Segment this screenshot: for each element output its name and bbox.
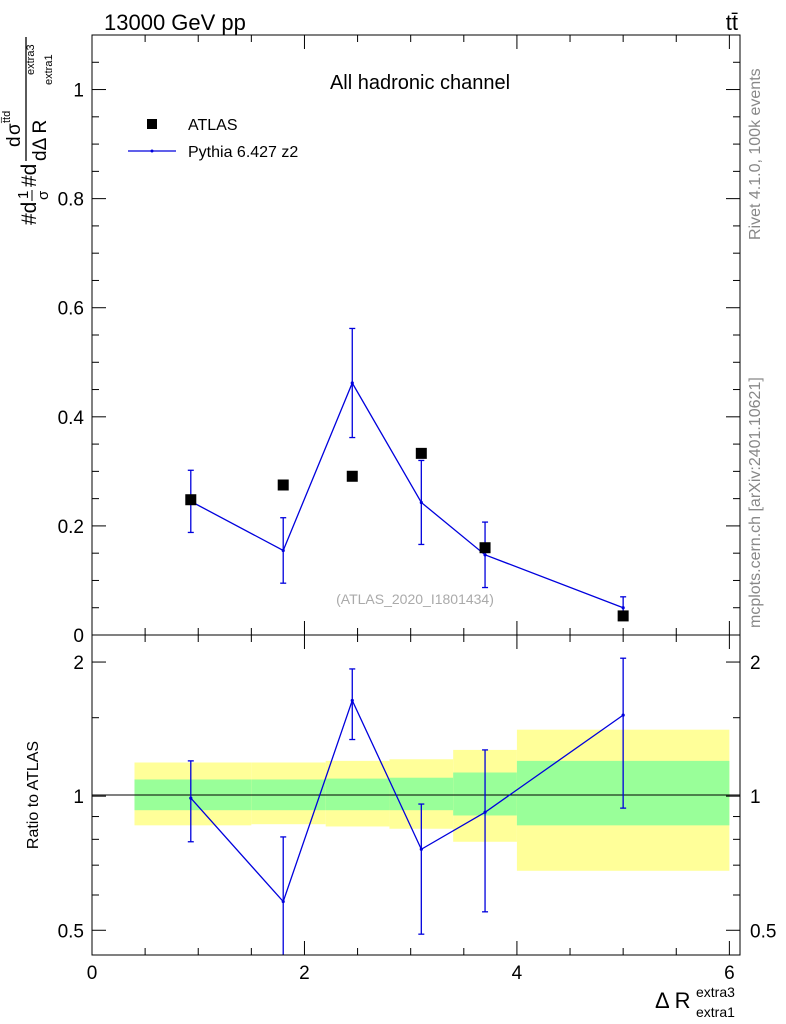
- ylabel-one: 1: [15, 191, 32, 199]
- ylabel-hash-d: #d: [18, 202, 41, 225]
- ylabel-hash-d2: #d: [18, 164, 41, 187]
- legend-atlas-label: ATLAS: [188, 117, 238, 134]
- atlas-point: [617, 610, 629, 622]
- ratio-mc-line: [190, 698, 624, 903]
- ratio-mc-point: [189, 796, 193, 800]
- mc-point: [419, 500, 423, 505]
- atlas-point: [185, 494, 197, 506]
- ratio-xtick-label: 4: [512, 963, 523, 984]
- ratio-xtick-label: 0: [87, 963, 98, 984]
- mc-point: [350, 381, 354, 385]
- ratio-ytick-label-right: 1: [750, 787, 761, 808]
- ylabel-denominator-sub: extra1: [43, 54, 55, 85]
- legend-atlas-marker: [147, 119, 157, 129]
- x-axis-label: Δ R extra3 extra1: [655, 984, 735, 1020]
- ylabel-denominator: dΔ R: [30, 120, 51, 161]
- main-panel: 0 0.2 0.4 0.6 0.8 1 All hadronic channel (ATL…: [1, 34, 741, 647]
- mc-point: [483, 553, 487, 557]
- mc-line: [190, 381, 624, 609]
- main-y-axis-label: #d 1 σ #d d σ t̄t̄d dΔ R extra1 extra3: [1, 37, 55, 225]
- ratio-ytick-label-right: 0.5: [750, 921, 776, 942]
- xlabel-main: Δ R: [655, 988, 690, 1013]
- ratio-ytick-label-left: 2: [73, 653, 84, 674]
- legend-mc-label: Pythia 6.427 z2: [188, 144, 298, 161]
- main-ytick-label: 0.6: [58, 299, 84, 320]
- mc-point: [621, 606, 625, 610]
- xlabel-sup: extra3: [696, 984, 735, 1000]
- atlas-point: [277, 479, 289, 491]
- main-ytick-label: 0.4: [58, 408, 85, 429]
- main-ytick-label: 0: [73, 626, 84, 647]
- mc-point: [281, 548, 285, 553]
- ratio-mc-point: [281, 899, 285, 904]
- analysis-watermark: (ATLAS_2020_I1801434): [336, 591, 494, 607]
- chart-title: All hadronic channel: [330, 72, 510, 94]
- main-ytick-label: 0.2: [58, 517, 84, 538]
- main-ytick-label: 0.8: [58, 190, 84, 211]
- ratio-mc-series: [187, 657, 627, 955]
- ylabel-denominator-sup: extra3: [25, 44, 37, 75]
- main-axis-ticks: 0 0.2 0.4 0.6 0.8 1: [58, 35, 740, 647]
- stat-uncertainty-band: [325, 778, 390, 811]
- ratio-ytick-label-left: 0.5: [58, 921, 84, 942]
- ratio-mc-point: [621, 713, 625, 717]
- atlas-point: [415, 447, 427, 459]
- xlabel-sub: extra1: [696, 1004, 735, 1020]
- legend-mc-marker: [150, 149, 154, 153]
- atlas-point: [346, 470, 358, 482]
- ratio-xtick-label: 2: [299, 963, 310, 984]
- ylabel-numerator-sigma: σ: [4, 123, 25, 135]
- main-ytick-label: 1: [73, 81, 84, 102]
- ratio-xtick-label: 6: [724, 963, 735, 984]
- process-label: tt̄: [726, 10, 738, 35]
- ratio-mc-point: [483, 810, 487, 814]
- ratio-frame: [91, 634, 741, 956]
- uncertainty-bands: [134, 729, 730, 871]
- ratio-mc-point: [419, 847, 423, 851]
- ratio-panel: 0.5 0.5 1 1 2 2 0 2 4 6 Ratio to ATLAS Δ R extra3…: [25, 634, 776, 1020]
- mc-series: [187, 327, 627, 620]
- rivet-label: Rivet 4.1.0, 100k events: [747, 68, 764, 240]
- ratio-ytick-label-left: 1: [73, 787, 84, 808]
- ratio-ytick-label-right: 2: [750, 653, 761, 674]
- ratio-mc-point: [350, 698, 354, 703]
- atlas-point: [479, 542, 491, 554]
- ratio-axis-ticks: 0.5 0.5 1 1 2 2 0 2 4 6: [58, 635, 776, 984]
- atlas-series: [185, 447, 629, 622]
- ylabel-numerator-tt: t̄t̄d: [1, 111, 13, 124]
- energy-label: 13000 GeV pp: [104, 10, 246, 35]
- legend: ATLAS Pythia 6.427 z2: [128, 117, 298, 161]
- ylabel-sigma: σ: [35, 190, 52, 200]
- site-label: mcplots.cern.ch [arXiv:2401.10621]: [747, 377, 764, 628]
- ylabel-numerator-d: d: [4, 136, 25, 147]
- ratio-y-axis-label: Ratio to ATLAS: [25, 741, 42, 849]
